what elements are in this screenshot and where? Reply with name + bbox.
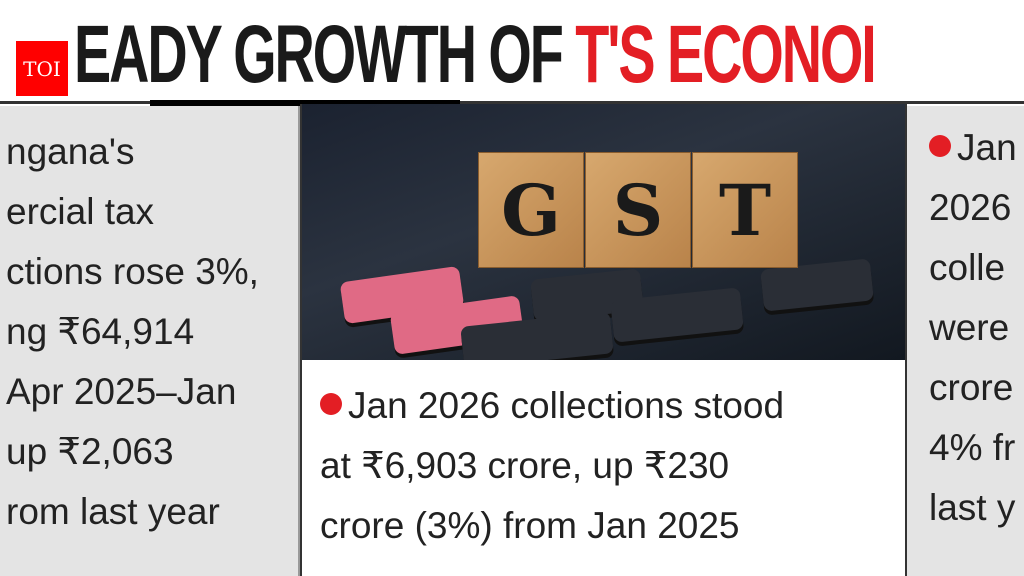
text-line: crore (3%) from Jan 2025 (320, 505, 740, 546)
text-line: last y (929, 487, 1016, 528)
left-text: ngana's ercial tax ctions rose 3%, ng ₹6… (6, 122, 259, 542)
right-panel: Jan 2026 colle were crore 4% fr last y (905, 106, 1024, 576)
text-span: Jan (957, 127, 1017, 168)
toi-logo: TOI (16, 41, 68, 96)
cube-s: S (585, 152, 691, 268)
text-line: 2026 (929, 187, 1012, 228)
middle-panel: G S T Jan 2026 collections stood at ₹6,9… (300, 104, 907, 576)
gst-photo: G S T (302, 104, 905, 360)
bullet-icon (320, 393, 342, 416)
text-line: ngana's (6, 131, 135, 172)
bullet-icon (929, 135, 951, 158)
divider-thick (150, 100, 460, 106)
headline: EADY GROWTH OF T'S ECONOI (74, 14, 877, 96)
text-line: ng ₹64,914 (6, 311, 195, 352)
text-line: ercial tax (6, 191, 155, 232)
text-line: Jan 2026 collections stood (320, 376, 784, 436)
text-line: Jan (929, 118, 1017, 178)
text-line: crore (929, 367, 1014, 408)
text-line: colle (929, 247, 1006, 288)
text-line: Apr 2025–Jan (6, 371, 237, 412)
text-line: up ₹2,063 (6, 431, 174, 472)
left-panel: ngana's ercial tax ctions rose 3%, ng ₹6… (0, 106, 300, 576)
text-line: were (929, 307, 1010, 348)
right-text: Jan 2026 colle were crore 4% fr last y (929, 118, 1017, 538)
headline-red: T'S ECONOI (575, 9, 877, 100)
cube-t: T (692, 152, 798, 268)
divider (0, 101, 1024, 104)
headline-black: EADY GROWTH OF (74, 9, 576, 100)
cube-g: G (478, 152, 584, 268)
middle-caption: Jan 2026 collections stood at ₹6,903 cro… (320, 376, 784, 556)
text-line: rom last year (6, 491, 220, 532)
text-line: 4% fr (929, 427, 1016, 468)
text-line: at ₹6,903 crore, up ₹230 (320, 445, 730, 486)
text-span: Jan 2026 collections stood (348, 385, 785, 426)
text-line: ctions rose 3%, (6, 251, 259, 292)
